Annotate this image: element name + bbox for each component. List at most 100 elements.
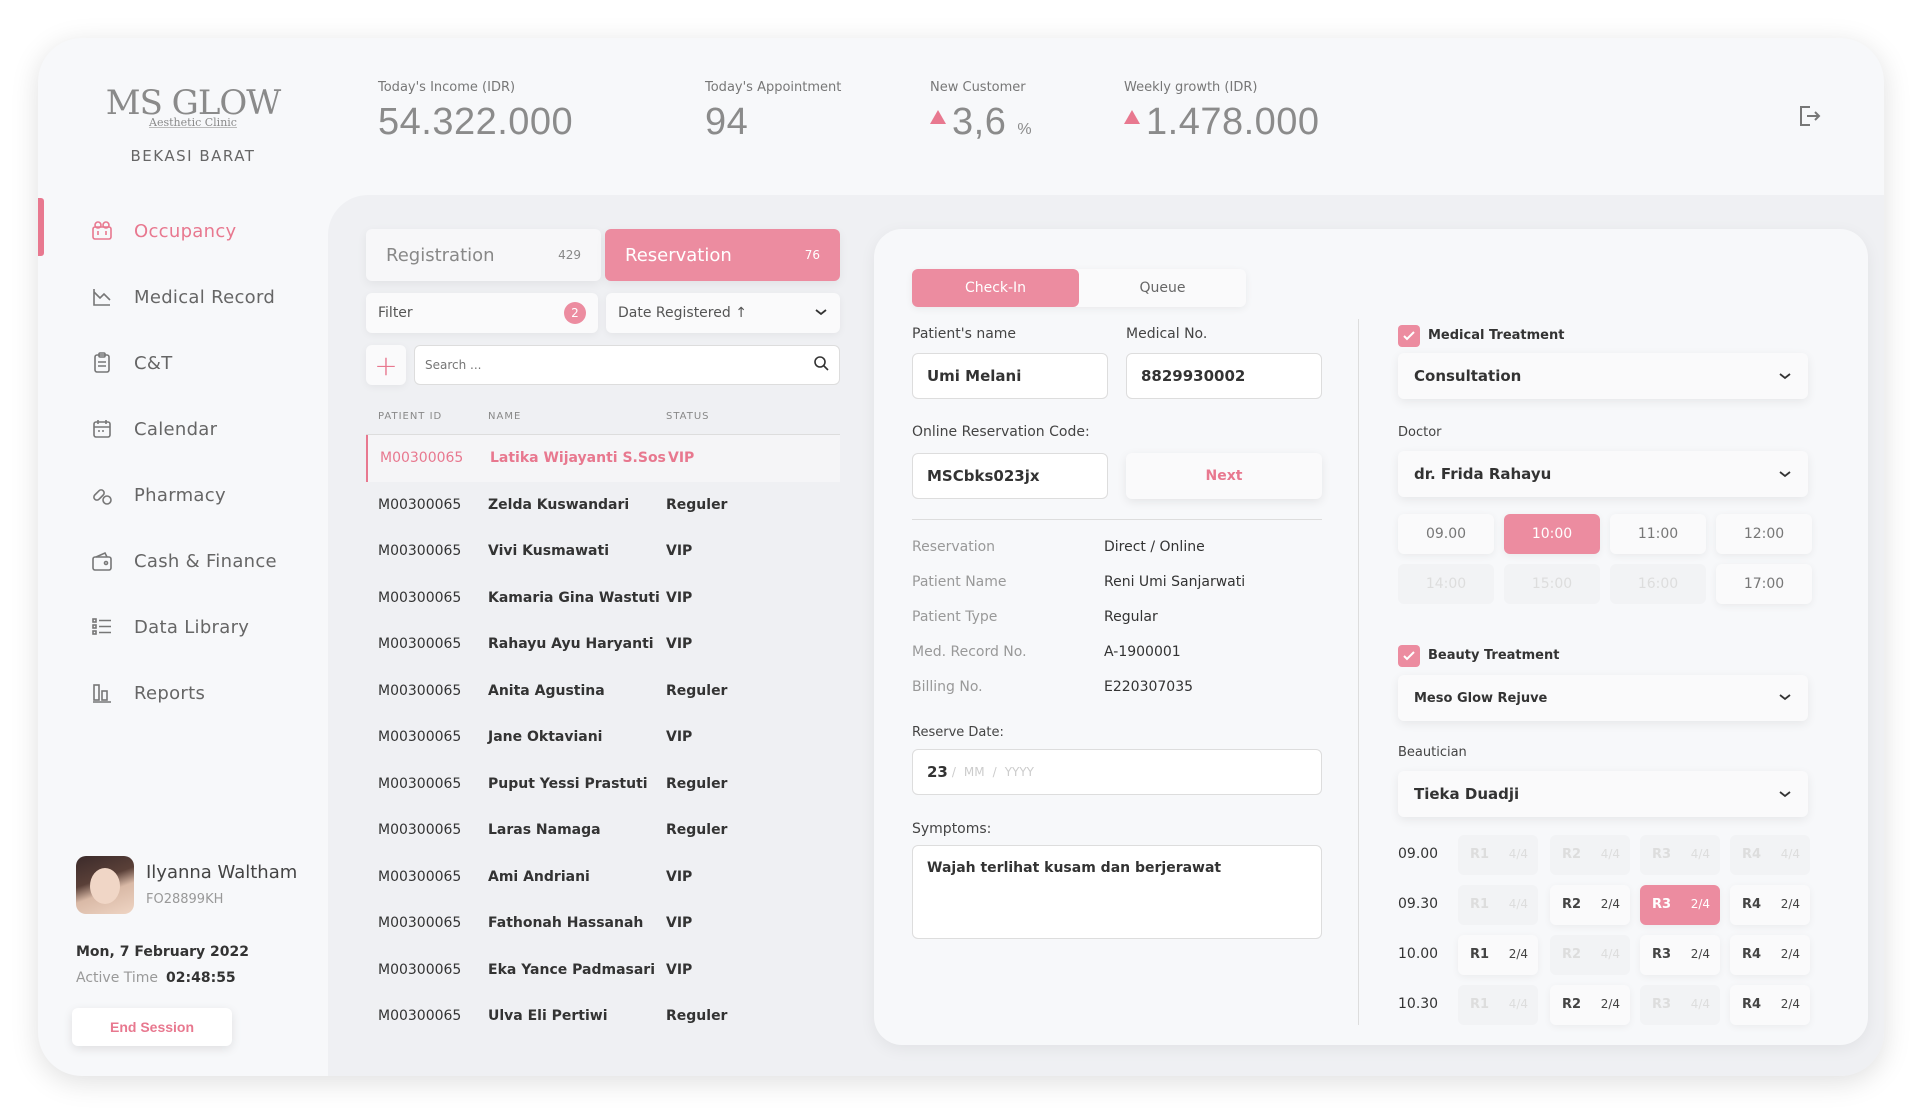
patient-status: Reguler	[666, 1008, 728, 1024]
tab-reservation[interactable]: Reservation 76	[605, 229, 840, 281]
table-row[interactable]: M00300065 Jane Oktaviani VIP	[366, 714, 840, 761]
list-icon	[90, 615, 114, 639]
brand-name: MS GLOW	[105, 83, 281, 123]
table-row[interactable]: M00300065 Eka Yance Padmasari VIP	[366, 947, 840, 994]
column-header[interactable]: NAME	[488, 411, 522, 422]
medical-no-label: Medical No.	[1126, 326, 1208, 342]
info-value: Regular	[1104, 609, 1158, 625]
table-row[interactable]: M00300065 Kamaria Gina Wastuti VIP	[366, 575, 840, 622]
chevron-down-icon	[814, 305, 828, 321]
room-capacity: 2/4	[1690, 897, 1710, 911]
table-row[interactable]: M00300065 Laras Namaga Reguler	[366, 807, 840, 854]
room-time-label: 10.00	[1398, 946, 1439, 962]
room-capacity: 2/4	[1600, 997, 1620, 1011]
tab-check-in[interactable]: Check-In	[912, 269, 1079, 307]
patient-status: VIP	[666, 636, 693, 652]
room-capacity: 4/4	[1600, 847, 1620, 861]
symptoms-textarea[interactable]: Wajah terlihat kusam dan berjerawat	[912, 845, 1322, 939]
search-icon[interactable]	[813, 355, 829, 375]
main-panel: Registration 429 Reservation 76 Filter 2…	[328, 195, 1884, 1076]
doctor-select[interactable]: dr. Frida Rahayu	[1398, 451, 1808, 497]
trend-up-icon	[1124, 110, 1140, 124]
room-slot[interactable]: R1 2/4	[1458, 935, 1538, 975]
patient-status: Reguler	[666, 682, 728, 699]
room-slot[interactable]: R4 2/4	[1730, 985, 1810, 1025]
tab-label: Reservation	[625, 244, 732, 266]
table-row[interactable]: M00300065 Anita Agustina Reguler	[366, 668, 840, 715]
info-row: Billing No. E220307035	[912, 679, 1332, 714]
chevron-down-icon	[1778, 465, 1792, 483]
stat-weekly-growth: Weekly growth (IDR) 1.478.000	[1124, 80, 1320, 144]
table-row[interactable]: M00300065 Vivi Kusmawati VIP	[366, 528, 840, 575]
time-slot-disabled: 16:00	[1610, 564, 1706, 604]
info-key: Patient Name	[912, 574, 1007, 590]
info-value: E220307035	[1104, 679, 1194, 695]
filter-button[interactable]: Filter 2	[366, 293, 598, 333]
table-row[interactable]: M00300065 Rahayu Ayu Haryanti VIP	[366, 621, 840, 668]
sort-dropdown[interactable]: Date Registered ↑	[606, 293, 840, 333]
table-row[interactable]: M00300065 Puput Yessi Prastuti Reguler	[366, 761, 840, 808]
room-slot[interactable]: R4 2/4	[1730, 935, 1810, 975]
table-row[interactable]: M00300065 Latika Wijayanti S.Sos VIP	[366, 435, 840, 482]
patient-id: M00300065	[380, 450, 464, 466]
end-session-button[interactable]: End Session	[72, 1008, 232, 1046]
room-slot[interactable]: R2 2/4	[1550, 885, 1630, 925]
user-name: Ilyanna Waltham	[146, 862, 298, 883]
medical-treatment-select[interactable]: Consultation	[1398, 353, 1808, 399]
room-slot[interactable]: R3 2/4	[1640, 935, 1720, 975]
add-button[interactable]: +	[366, 345, 406, 385]
sidebar-item-data-library[interactable]: Data Library	[38, 594, 328, 660]
time-slot-selected[interactable]: 10:00	[1504, 514, 1600, 554]
table-row[interactable]: M00300065 Fathonah Hassanah VIP	[366, 900, 840, 947]
logout-icon[interactable]	[1796, 103, 1822, 129]
sidebar-item-pharmacy[interactable]: Pharmacy	[38, 462, 328, 528]
sidebar-item-medical-record[interactable]: Medical Record	[38, 264, 328, 330]
patient-name: Ami Andriani	[488, 868, 590, 885]
medical-no-field[interactable]: 8829930002	[1126, 353, 1322, 399]
reserve-month: MM	[963, 765, 985, 779]
patient-status: VIP	[666, 868, 693, 885]
time-slot[interactable]: 11:00	[1610, 514, 1706, 554]
time-slot[interactable]: 12:00	[1716, 514, 1812, 554]
beautician-select[interactable]: Tieka Duadji	[1398, 771, 1808, 817]
sidebar-item-occupancy[interactable]: Occupancy	[38, 198, 328, 264]
sidebar-item-ct[interactable]: C&T	[38, 330, 328, 396]
time-slot[interactable]: 09.00	[1398, 514, 1494, 554]
next-button[interactable]: Next	[1126, 453, 1322, 499]
time-slot[interactable]: 17:00	[1716, 564, 1812, 604]
patient-name: Vivi Kusmawati	[488, 543, 609, 559]
room-name: R1	[1470, 847, 1490, 862]
room-slot-disabled: R3 4/4	[1640, 835, 1720, 875]
tab-queue[interactable]: Queue	[1139, 280, 1186, 296]
beauty-treatment-label: Beauty Treatment	[1428, 648, 1560, 663]
tab-registration[interactable]: Registration 429	[366, 229, 601, 281]
select-value: dr. Frida Rahayu	[1414, 465, 1552, 483]
beauty-treatment-select[interactable]: Meso Glow Rejuve	[1398, 675, 1808, 721]
sidebar-item-reports[interactable]: Reports	[38, 660, 328, 726]
room-slot[interactable]: R2 2/4	[1550, 985, 1630, 1025]
checkin-queue-toggle: Check-In Queue	[912, 269, 1246, 307]
sidebar-item-label: Pharmacy	[134, 484, 226, 506]
info-key: Billing No.	[912, 679, 983, 695]
column-header[interactable]: PATIENT ID	[378, 411, 443, 422]
reserve-date-field[interactable]: 23/MM / YYYY	[912, 749, 1322, 795]
avatar	[76, 856, 134, 914]
room-capacity: 2/4	[1780, 897, 1800, 911]
column-header[interactable]: STATUS	[666, 411, 710, 422]
table-row[interactable]: M00300065 Ulva Eli Pertiwi Reguler	[366, 993, 840, 1040]
search-input[interactable]	[425, 358, 765, 372]
table-row[interactable]: M00300065 Zelda Kuswandari Reguler	[366, 482, 840, 529]
stat-value: 54.322.000	[378, 101, 574, 143]
sidebar-item-calendar[interactable]: Calendar	[38, 396, 328, 462]
reports-icon	[90, 681, 114, 705]
medical-treatment-checkbox[interactable]	[1398, 325, 1420, 347]
patient-name-field[interactable]: Umi Melani	[912, 353, 1108, 399]
patient-name-label: Patient's name	[912, 326, 1017, 342]
beauty-treatment-checkbox[interactable]	[1398, 645, 1420, 667]
room-slot-selected[interactable]: R3 2/4	[1640, 885, 1720, 925]
online-code-field[interactable]: MSCbks023jx	[912, 453, 1108, 499]
room-slot-disabled: R1 4/4	[1458, 985, 1538, 1025]
table-row[interactable]: M00300065 Ami Andriani VIP	[366, 854, 840, 901]
sidebar-item-cash-finance[interactable]: Cash & Finance	[38, 528, 328, 594]
room-slot[interactable]: R4 2/4	[1730, 885, 1810, 925]
